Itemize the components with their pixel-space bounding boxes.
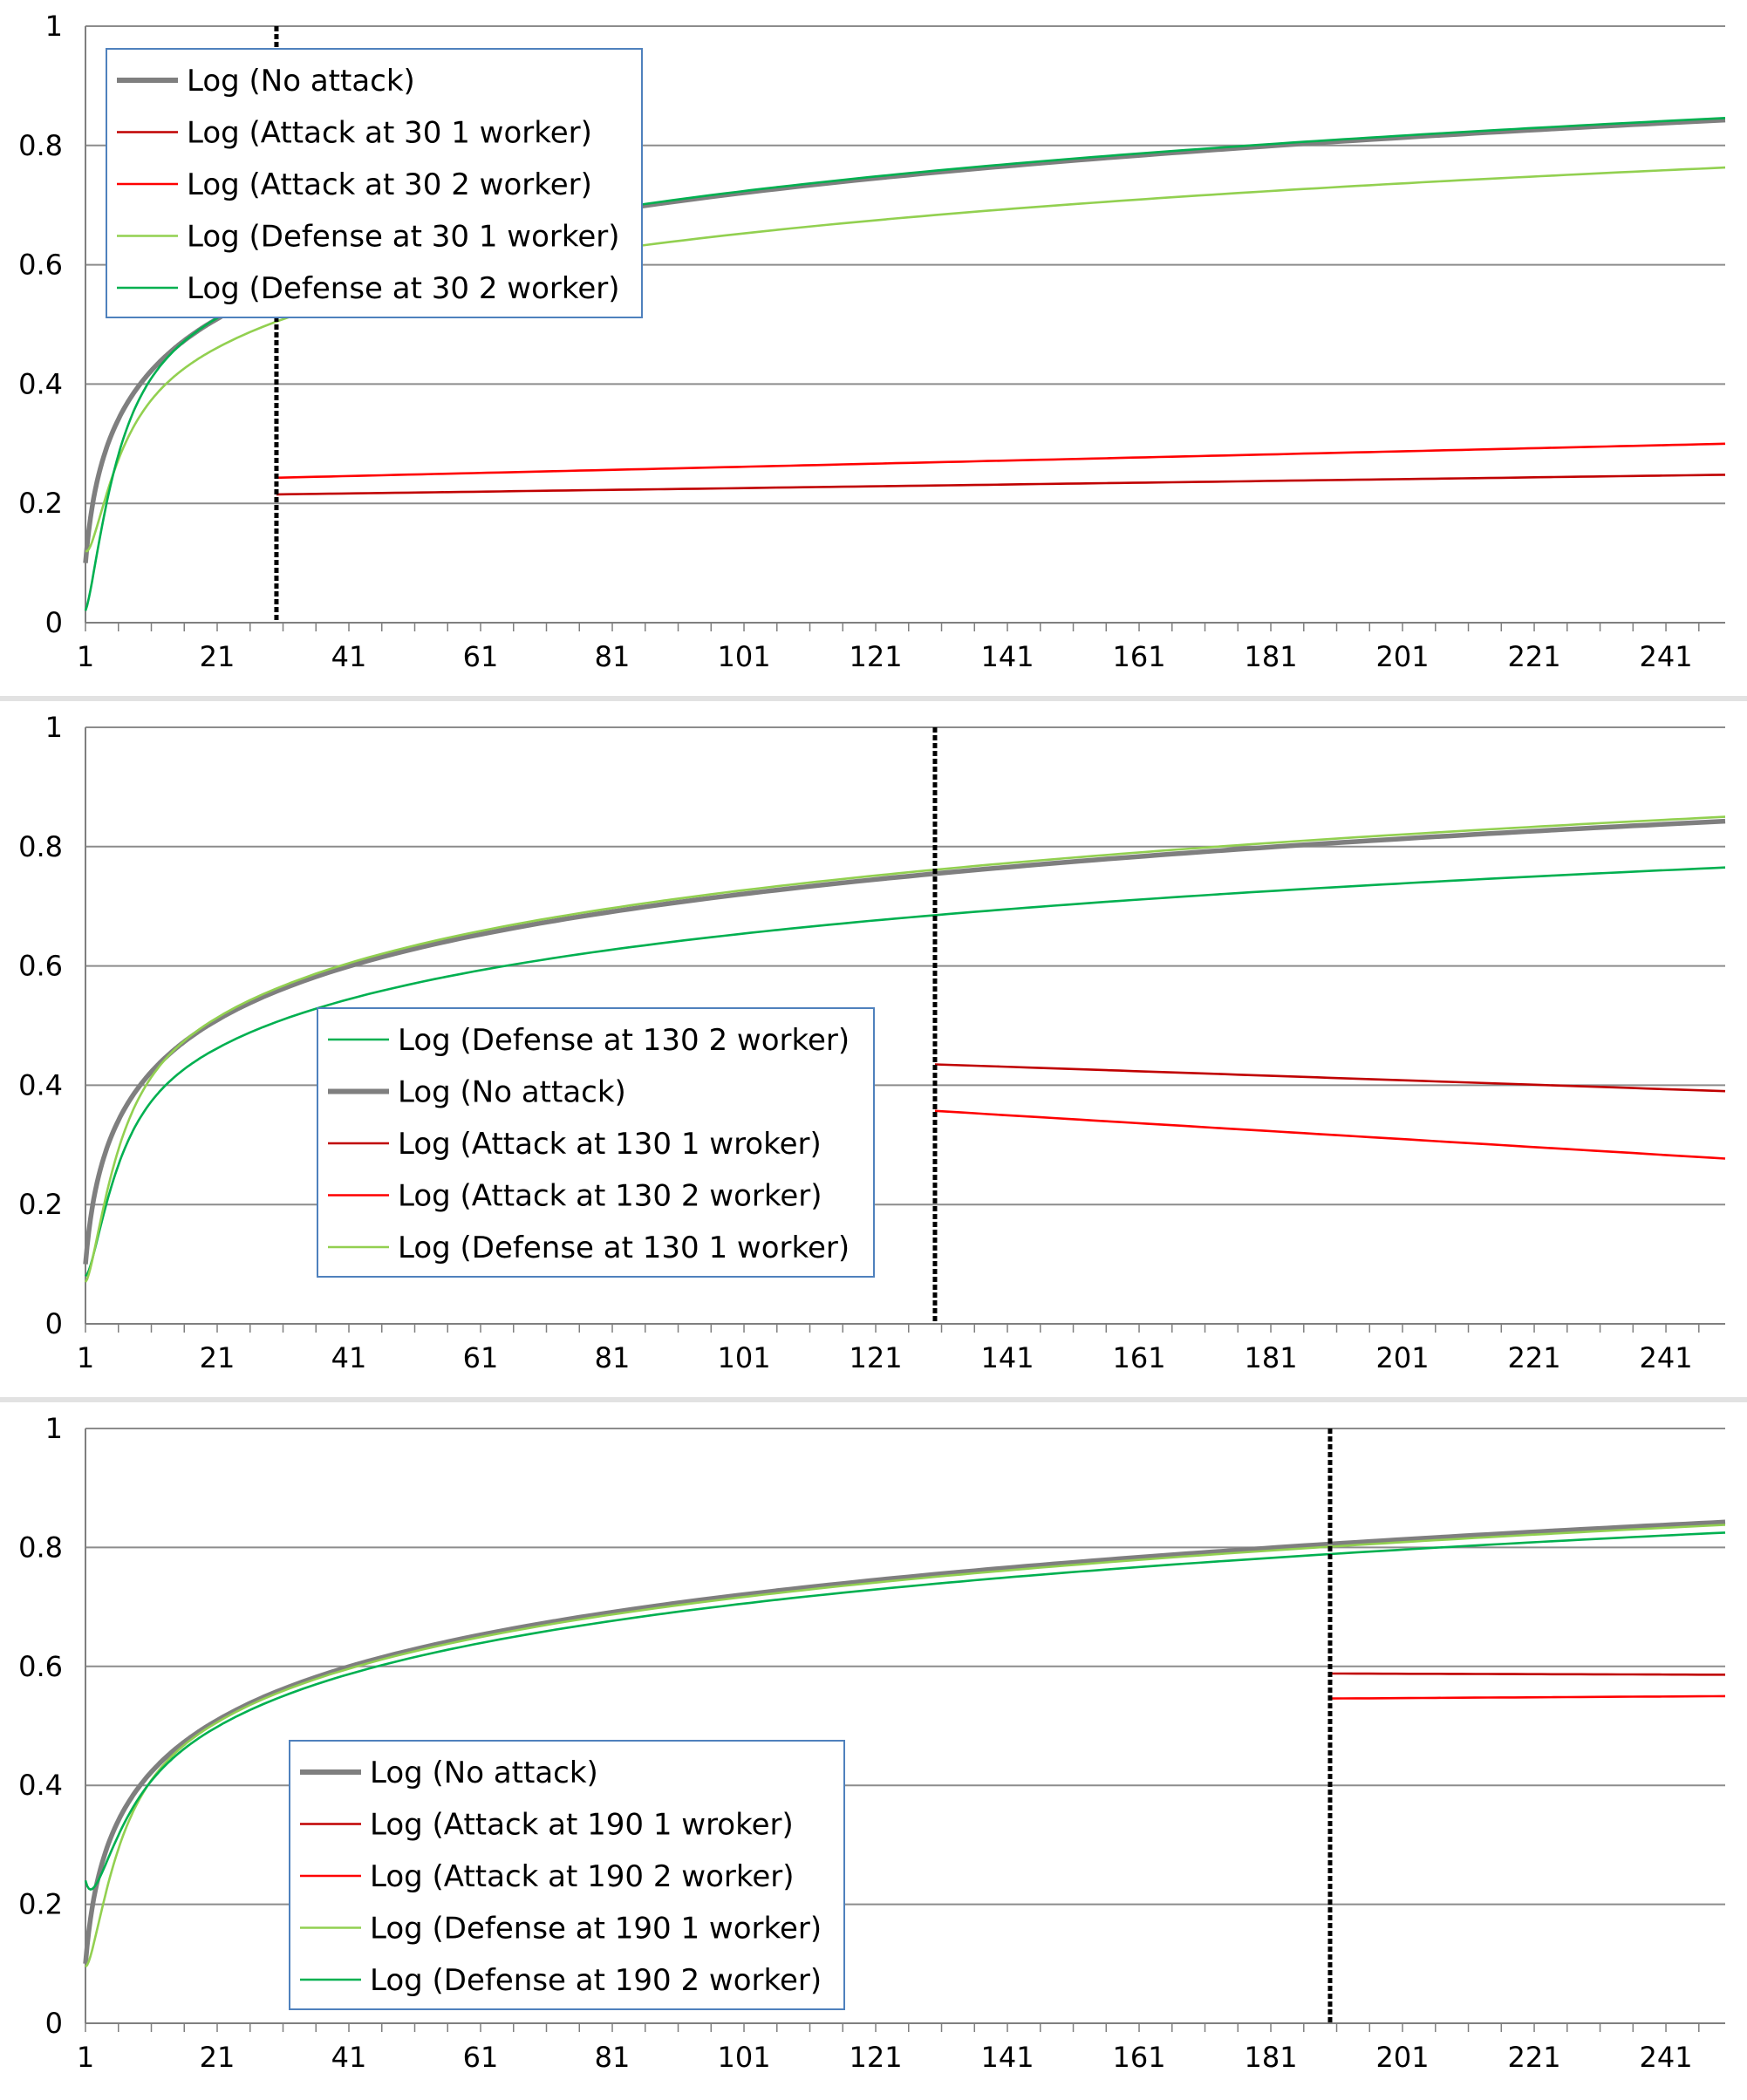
x-tick-label: 101 <box>717 2041 770 2074</box>
legend-label: Log (No attack) <box>398 1075 626 1110</box>
x-tick-label: 101 <box>717 640 770 673</box>
x-tick-label: 41 <box>331 1341 367 1374</box>
x-tick-label: 201 <box>1376 1341 1430 1374</box>
x-tick-label: 81 <box>595 640 631 673</box>
y-tick-label: 0.4 <box>18 1068 63 1101</box>
series-line-0 <box>85 866 1726 1278</box>
x-tick-label: 161 <box>1112 1341 1165 1374</box>
y-tick-label: 0.6 <box>18 1650 63 1683</box>
y-tick-label: 0.4 <box>18 367 63 400</box>
x-tick-label: 121 <box>849 2041 902 2074</box>
x-tick-label: 81 <box>595 1341 631 1374</box>
x-tick-label: 161 <box>1112 640 1165 673</box>
y-tick-label: 0.8 <box>18 129 63 162</box>
x-tick-label: 1 <box>77 640 94 673</box>
x-tick-label: 41 <box>331 640 367 673</box>
x-tick-label: 201 <box>1376 640 1430 673</box>
x-tick-label: 21 <box>200 1341 235 1374</box>
x-tick-label: 1 <box>77 1341 94 1374</box>
y-tick-label: 0.4 <box>18 1769 63 1802</box>
x-tick-label: 121 <box>849 640 902 673</box>
x-tick-label: 21 <box>200 2041 235 2074</box>
legend <box>289 1740 845 2010</box>
y-tick-label: 1 <box>45 711 63 744</box>
x-tick-label: 221 <box>1508 2041 1561 2074</box>
x-tick-label: 101 <box>717 1341 770 1374</box>
chart-attack-at-190: 00.20.40.60.811 21 41 61 81 101 121 141 161 181 20… <box>18 1412 1726 2074</box>
legend-label: Log (Attack at 130 1 wroker) <box>398 1127 822 1162</box>
series-line-4 <box>84 1531 1726 1891</box>
series-line-2 <box>276 442 1726 480</box>
legend-label: Log (Attack at 190 1 wroker) <box>370 1808 794 1843</box>
legend <box>317 1007 875 1278</box>
x-tick-label: 181 <box>1244 2041 1297 2074</box>
x-tick-label: 61 <box>463 2041 499 2074</box>
x-tick-label: 141 <box>980 2041 1034 2074</box>
panel-divider <box>0 1397 1747 1402</box>
panel-divider <box>0 696 1747 701</box>
y-tick-label: 0 <box>45 2007 63 2040</box>
y-tick-label: 0.6 <box>18 249 63 282</box>
series-line-2 <box>1329 1694 1726 1700</box>
y-tick-label: 0 <box>45 1307 63 1340</box>
legend-label: Log (Defense at 130 2 worker) <box>398 1023 850 1058</box>
chart-attack-at-30: 00.20.40.60.811 21 41 61 81 101 121 141 161 181 20… <box>18 10 1726 673</box>
x-tick-label: 161 <box>1112 2041 1165 2074</box>
legend-label: Log (No attack) <box>370 1756 598 1790</box>
x-tick-label: 61 <box>463 640 499 673</box>
x-tick-label: 1 <box>77 2041 94 2074</box>
y-tick-label: 0.2 <box>18 1188 63 1221</box>
x-tick-label: 181 <box>1244 1341 1297 1374</box>
y-tick-label: 0.6 <box>18 950 63 983</box>
x-tick-label: 81 <box>595 2041 631 2074</box>
x-tick-label: 141 <box>980 640 1034 673</box>
x-tick-label: 221 <box>1508 640 1561 673</box>
legend-label: Log (No attack) <box>187 64 415 99</box>
series-line-3 <box>934 1109 1726 1160</box>
legend-label: Log (Attack at 130 2 worker) <box>398 1179 822 1214</box>
legend-label: Log (Defense at 190 1 worker) <box>370 1912 822 1947</box>
x-tick-label: 201 <box>1376 2041 1430 2074</box>
y-tick-label: 0.2 <box>18 487 63 520</box>
x-tick-label: 61 <box>463 1341 499 1374</box>
y-tick-label: 0 <box>45 606 63 639</box>
y-tick-label: 0.8 <box>18 830 63 863</box>
x-tick-label: 21 <box>200 640 235 673</box>
series-line-0 <box>83 1519 1726 1965</box>
series-line-1 <box>83 818 1726 1265</box>
series-line-4 <box>84 815 1726 1283</box>
legend-label: Log (Defense at 30 1 worker) <box>187 220 620 255</box>
x-tick-label: 221 <box>1508 1341 1561 1374</box>
x-tick-label: 41 <box>331 2041 367 2074</box>
y-tick-label: 0.8 <box>18 1531 63 1564</box>
chart-attack-at-130: 00.20.40.60.811 21 41 61 81 101 121 141 161 181 20… <box>18 711 1726 1374</box>
legend <box>106 48 643 318</box>
legend-label: Log (Defense at 30 2 worker) <box>187 271 620 306</box>
x-tick-label: 141 <box>980 1341 1034 1374</box>
legend-label: Log (Defense at 130 1 worker) <box>398 1231 850 1265</box>
series-line-3 <box>85 1524 1726 1968</box>
x-tick-label: 241 <box>1640 1341 1693 1374</box>
legend-label: Log (Attack at 190 2 worker) <box>370 1859 795 1894</box>
series-line-2 <box>934 1063 1726 1093</box>
y-tick-label: 1 <box>45 10 63 43</box>
legend-label: Log (Attack at 30 1 worker) <box>187 116 592 151</box>
legend-label: Log (Defense at 190 2 worker) <box>370 1963 822 1998</box>
x-tick-label: 181 <box>1244 640 1297 673</box>
y-tick-label: 0.2 <box>18 1888 63 1921</box>
x-tick-label: 121 <box>849 1341 902 1374</box>
x-tick-label: 241 <box>1640 640 1693 673</box>
series-line-1 <box>276 474 1726 496</box>
legend-label: Log (Attack at 30 2 worker) <box>187 167 592 202</box>
y-tick-label: 1 <box>45 1412 63 1445</box>
x-tick-label: 241 <box>1640 2041 1693 2074</box>
